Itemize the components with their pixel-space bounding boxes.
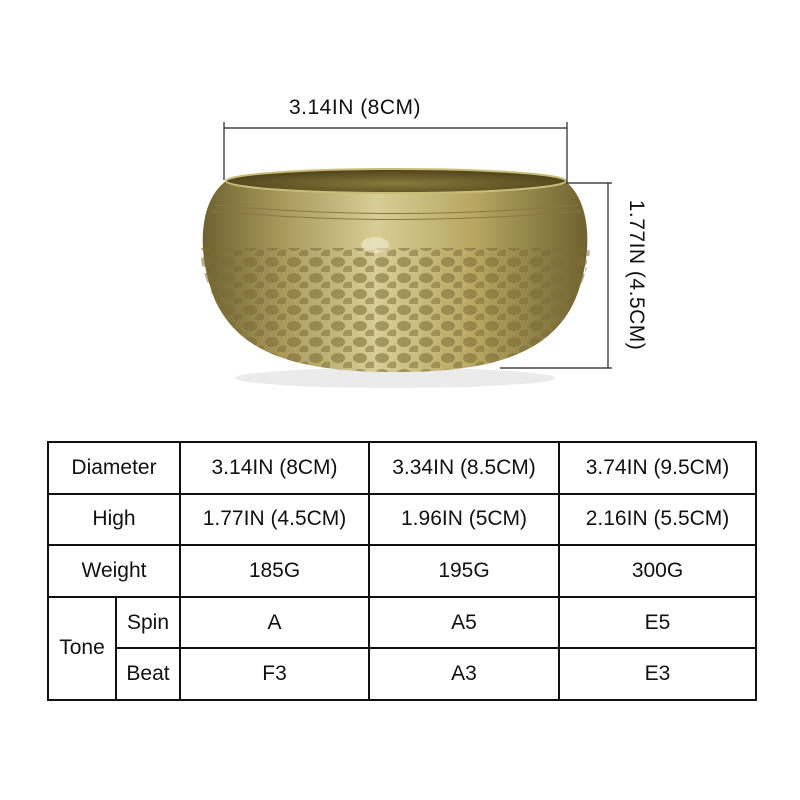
row-label: Beat: [114, 647, 182, 701]
table-cell: E3: [558, 647, 758, 701]
singing-bowl-image: [200, 122, 612, 388]
tone-label: Tone: [47, 595, 117, 702]
table-cell: 195G: [368, 544, 561, 598]
hammered-pattern: [200, 248, 590, 372]
size-spec-table: Diameter 3.14IN (8CM) 3.34IN (8.5CM) 3.7…: [46, 441, 758, 702]
dimension-lines: [223, 122, 612, 369]
row-label: High: [46, 492, 182, 547]
row-label: Weight: [46, 544, 182, 598]
table-cell: E5: [558, 595, 758, 650]
table-cell: F3: [179, 647, 371, 701]
table-cell: A3: [368, 647, 561, 701]
table-cell: A5: [368, 595, 561, 650]
table-row-high: High 1.77IN (4.5CM) 1.96IN (5CM) 2.16IN …: [46, 492, 758, 547]
bowl-shadow: [235, 368, 555, 388]
row-label: Diameter: [46, 441, 182, 495]
table-cell: 1.77IN (4.5CM): [179, 492, 371, 547]
row-label: Spin: [114, 595, 182, 650]
table-row-spin: Tone Spin A A5 E5: [47, 595, 758, 702]
table-row-beat: Beat F3 A3 E3: [48, 647, 758, 701]
table-cell: 2.16IN (5.5CM): [558, 492, 758, 547]
table-cell: 3.74IN (9.5CM): [558, 441, 758, 495]
table-cell: 1.96IN (5CM): [368, 492, 561, 547]
table-cell: 185G: [179, 544, 371, 598]
bowl-rim: [225, 168, 567, 194]
table-row-weight: Weight 185G 195G 300G: [46, 544, 758, 598]
width-dimension-label: 3.14IN (8CM): [288, 96, 422, 119]
table-cell: 3.34IN (8.5CM): [368, 441, 561, 495]
table-row-diameter: Diameter 3.14IN (8CM) 3.34IN (8.5CM) 3.7…: [46, 441, 758, 495]
table-cell: 300G: [558, 544, 758, 598]
table-cell: 3.14IN (8CM): [179, 441, 371, 495]
table-cell: A: [179, 595, 371, 650]
